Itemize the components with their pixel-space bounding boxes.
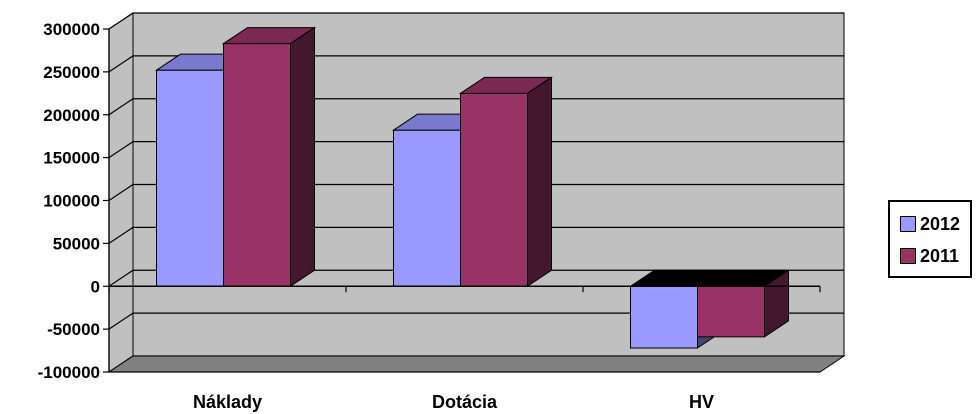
gridlines: [108, 12, 844, 373]
bar-2012-1-front: [393, 129, 461, 287]
bar-2012-2-front: [630, 285, 698, 349]
y-tick-label: 300000: [43, 20, 100, 39]
floor: [107, 355, 846, 373]
gridline: [108, 312, 844, 330]
legend-swatch-2012: [900, 216, 916, 232]
y-tick-label: -100000: [38, 363, 100, 382]
y-tick-label: 0: [91, 277, 100, 296]
gridline: [108, 269, 844, 287]
gridline: [108, 226, 844, 244]
chart-floor: [107, 355, 846, 373]
legend-swatch-2011: [900, 248, 916, 264]
axes: [108, 29, 821, 373]
legend-label-2012: 2012: [920, 213, 961, 234]
y-tick-label: 100000: [43, 192, 100, 211]
y-tick-label: 50000: [53, 234, 100, 253]
x-label-1: Dotácia: [432, 392, 498, 412]
gridline: [108, 12, 844, 30]
x-label-0: Náklady: [193, 392, 262, 412]
bar-2011-1-front: [460, 92, 528, 287]
bar-2011-0-side: [290, 26, 315, 288]
bar-2011-0-front: [223, 43, 291, 287]
y-tick-label: 150000: [43, 149, 100, 168]
gridline: [108, 98, 844, 116]
gridline: [108, 141, 844, 159]
x-axis-labels: Náklady Dotácia HV: [193, 392, 714, 412]
y-tick-label: 200000: [43, 106, 100, 125]
y-tick-label: 250000: [43, 63, 100, 82]
y-tick-label: -50000: [47, 320, 100, 339]
legend-item-2011: 2011: [900, 246, 959, 266]
bar-2011-2-front: [697, 285, 765, 338]
legend: 2012 2011: [888, 200, 972, 278]
gridline: [108, 183, 844, 201]
legend-item-2012: 2012: [900, 214, 960, 234]
gridline: [108, 55, 844, 73]
bar-2011-1-side: [527, 76, 552, 288]
legend-label-2011: 2011: [920, 245, 960, 266]
bar-2012-0-front: [156, 69, 224, 287]
y-axis-ticks: 300000 250000 200000 150000 100000 50000 0 -500…: [38, 20, 109, 382]
x-label-2: HV: [689, 392, 714, 412]
